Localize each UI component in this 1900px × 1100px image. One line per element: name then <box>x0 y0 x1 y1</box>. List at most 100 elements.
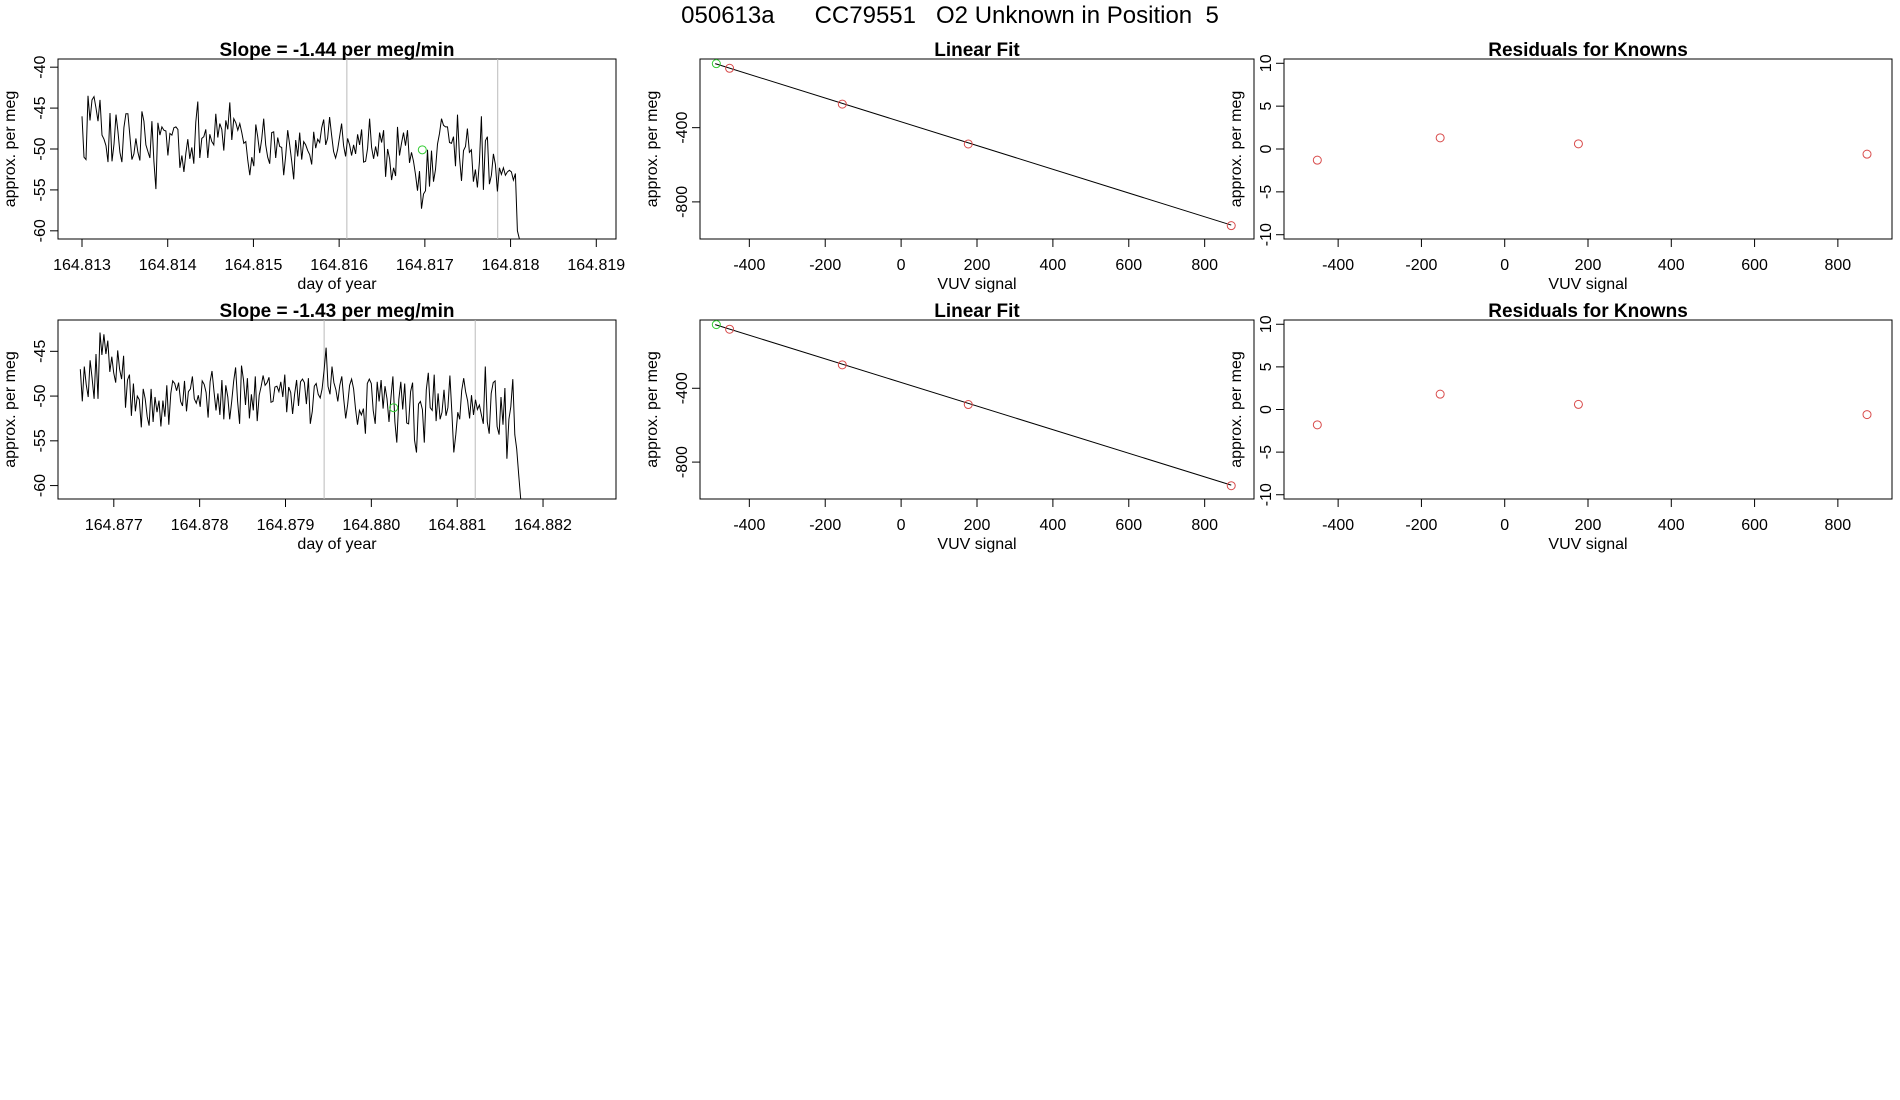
x-tick-label: 164.818 <box>482 257 540 274</box>
y-tick-label: -10 <box>1258 223 1275 246</box>
y-tick-label: 10 <box>1258 315 1275 333</box>
y-axis-label: approx. per meg <box>1228 351 1245 468</box>
plot-frame <box>1283 319 1893 500</box>
known-point <box>837 360 847 370</box>
x-tick-label: 600 <box>1115 517 1142 534</box>
x-tick-label: -200 <box>809 257 841 274</box>
x-axis-label: VUV signal <box>937 536 1016 553</box>
fit-line <box>715 324 1232 486</box>
x-axis-label: day of year <box>297 536 377 553</box>
y-axis-label: approx. per meg <box>2 351 19 468</box>
x-tick-label: 200 <box>1575 257 1602 274</box>
x-tick-label: 800 <box>1825 517 1852 534</box>
y-axis-label: approx. per meg <box>1228 91 1245 208</box>
x-tick-label: 400 <box>1658 257 1685 274</box>
x-axis-label: VUV signal <box>1548 276 1627 293</box>
known-point <box>1226 481 1236 491</box>
plot-panel-6: Residuals for Knowns -400 -200 0 200 400 600 80… <box>1228 301 1893 553</box>
x-axis-label: day of year <box>297 276 377 293</box>
known-point <box>1226 221 1236 231</box>
plot-frame <box>57 58 617 240</box>
plot-title: Residuals for Knowns <box>1488 301 1688 322</box>
x-axis-label: VUV signal <box>937 276 1016 293</box>
plot-title: Slope = -1.43 per meg/min <box>220 301 455 322</box>
x-tick-label: 164.882 <box>514 517 572 534</box>
y-tick-label: -50 <box>32 384 49 407</box>
y-tick-label: -10 <box>1258 483 1275 506</box>
known-point <box>725 324 735 334</box>
residual-point <box>1312 155 1322 165</box>
figure-title: 050613a CC79551 O2 Unknown in Position 5 <box>681 2 1219 29</box>
fit-line <box>715 63 1232 226</box>
series-line <box>79 332 522 500</box>
residual-point <box>1573 139 1583 149</box>
unknown-point <box>711 320 721 330</box>
x-tick-label: 0 <box>1500 257 1509 274</box>
x-tick-label: 164.879 <box>257 517 315 534</box>
y-tick-label: 0 <box>1258 144 1275 153</box>
x-tick-label: 164.881 <box>428 517 486 534</box>
x-tick-label: -400 <box>1322 517 1354 534</box>
x-tick-label: 164.877 <box>85 517 143 534</box>
y-tick-label: -60 <box>32 219 49 242</box>
y-tick-label: -55 <box>32 178 49 201</box>
plot-panel-3: Residuals for Knowns -400 -200 0 200 400 600 80… <box>1228 40 1893 293</box>
x-tick-label: 164.814 <box>139 257 197 274</box>
plot-title: Slope = -1.44 per meg/min <box>220 40 455 61</box>
residual-point <box>1573 399 1583 409</box>
x-tick-label: 164.815 <box>225 257 283 274</box>
x-tick-label: -200 <box>1405 517 1437 534</box>
residual-point <box>1435 389 1445 399</box>
y-tick-label: 0 <box>1258 405 1275 414</box>
y-tick-label: 5 <box>1258 102 1275 111</box>
x-tick-label: 800 <box>1191 257 1218 274</box>
plot-title: Linear Fit <box>934 301 1020 322</box>
y-tick-label: -55 <box>32 429 49 452</box>
x-tick-label: 600 <box>1115 257 1142 274</box>
y-tick-label: -60 <box>32 474 49 497</box>
x-tick-label: 164.819 <box>567 257 625 274</box>
x-axis-label: VUV signal <box>1548 536 1627 553</box>
y-tick-label: -400 <box>674 112 691 144</box>
x-tick-label: -400 <box>1322 257 1354 274</box>
x-tick-label: -400 <box>733 257 765 274</box>
x-tick-label: 0 <box>897 517 906 534</box>
unknown-mean-point <box>389 403 399 413</box>
y-tick-label: -50 <box>32 137 49 160</box>
y-tick-label: -40 <box>32 56 49 79</box>
x-tick-label: 400 <box>1040 257 1067 274</box>
x-tick-label: 0 <box>897 257 906 274</box>
residual-point <box>1435 133 1445 143</box>
x-tick-label: 800 <box>1825 257 1852 274</box>
series-line <box>81 95 520 240</box>
y-axis-label: approx. per meg <box>2 91 19 208</box>
plot-frame <box>699 319 1255 500</box>
y-tick-label: -5 <box>1258 185 1275 199</box>
known-point <box>963 400 973 410</box>
plot-panel-5: Linear Fit -400 -200 0 200 400 600 800 VUV signa… <box>644 301 1255 553</box>
x-tick-label: 600 <box>1741 257 1768 274</box>
known-point <box>837 99 847 109</box>
plot-panel-1: Slope = -1.44 per meg/min 164.813 164.814 1… <box>2 40 625 293</box>
x-tick-label: 200 <box>964 257 991 274</box>
x-tick-label: 200 <box>1575 517 1602 534</box>
residual-point <box>1862 410 1872 420</box>
x-tick-label: 200 <box>964 517 991 534</box>
x-tick-label: 164.817 <box>396 257 454 274</box>
x-tick-label: -200 <box>809 517 841 534</box>
x-tick-label: 164.816 <box>310 257 368 274</box>
y-tick-label: -5 <box>1258 445 1275 459</box>
y-tick-label: -800 <box>674 186 691 218</box>
known-point <box>725 63 735 73</box>
x-tick-label: 164.878 <box>171 517 229 534</box>
plot-panel-4: Slope = -1.43 per meg/min 164.877 164.878 1… <box>2 301 617 553</box>
y-tick-label: -800 <box>674 446 691 478</box>
x-tick-label: 164.813 <box>53 257 111 274</box>
y-tick-label: -45 <box>32 96 49 119</box>
plot-frame <box>1283 58 1893 240</box>
x-tick-label: 164.880 <box>342 517 400 534</box>
y-tick-label: -400 <box>674 372 691 404</box>
x-tick-label: 0 <box>1500 517 1509 534</box>
x-tick-label: -200 <box>1405 257 1437 274</box>
